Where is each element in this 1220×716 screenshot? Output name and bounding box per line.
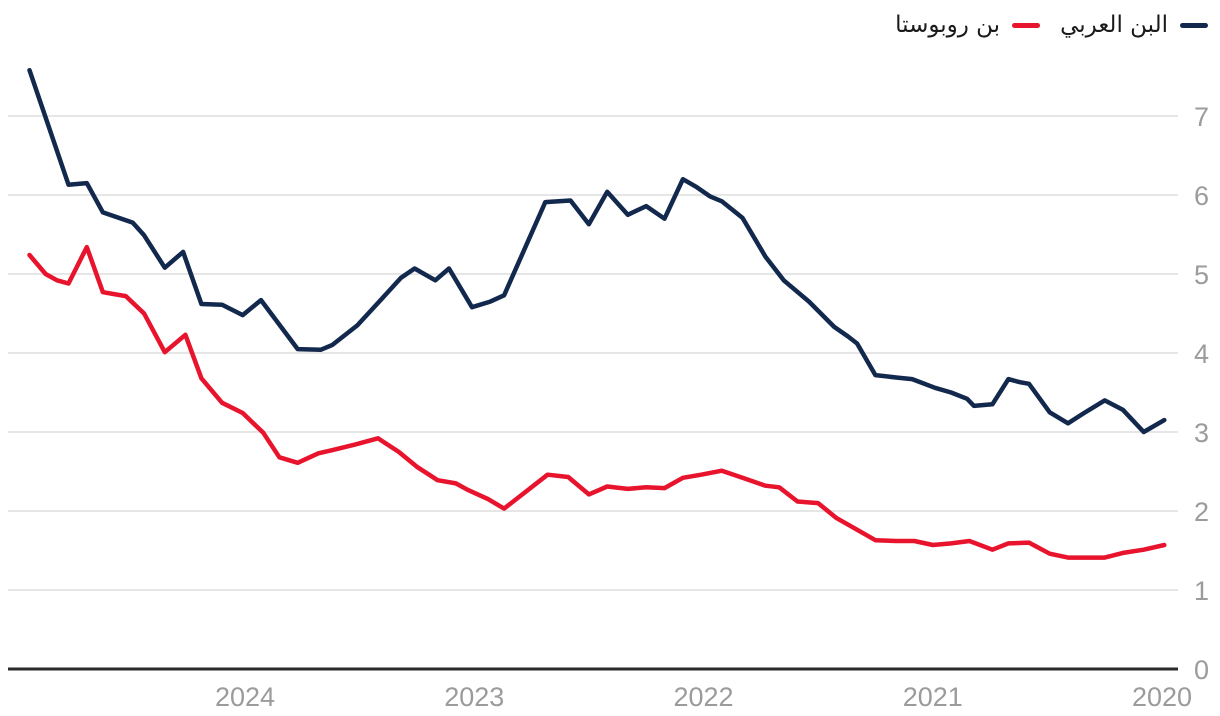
x-tick-label: 2020 xyxy=(1132,682,1192,712)
y-tick-label: 6 xyxy=(1194,181,1209,211)
legend-item-arabica: البن العربي xyxy=(1060,12,1208,38)
y-tick-label: 0 xyxy=(1194,655,1209,685)
y-tick-label: 2 xyxy=(1194,497,1209,527)
legend-item-robusta: بن روبوستا xyxy=(895,12,1041,38)
series-robusta-line xyxy=(27,244,1167,560)
x-tick-label: 2022 xyxy=(673,682,733,712)
x-tick-label: 2023 xyxy=(444,682,504,712)
series-arabica-line xyxy=(27,67,1167,435)
y-tick-label: 3 xyxy=(1194,418,1209,448)
y-tick-label: 5 xyxy=(1194,260,1209,290)
legend-label-robusta: بن روبوستا xyxy=(895,12,1001,38)
y-tick-label: 4 xyxy=(1194,339,1209,369)
gridlines xyxy=(8,115,1178,591)
robusta-line-swatch-icon xyxy=(1012,22,1041,28)
x-axis-labels: 2024 2023 2022 2021 2020 xyxy=(215,682,1192,712)
legend: البن العربي بن روبوستا xyxy=(895,12,1208,38)
legend-label-arabica: البن العربي xyxy=(1060,12,1168,38)
y-axis-labels: 0 1 2 3 4 5 6 7 xyxy=(1194,102,1209,685)
y-tick-label: 7 xyxy=(1194,102,1209,132)
x-tick-label: 2024 xyxy=(215,682,275,712)
x-tick-label: 2021 xyxy=(903,682,963,712)
arabica-line-swatch-icon xyxy=(1180,22,1208,28)
y-tick-label: 1 xyxy=(1194,576,1209,606)
